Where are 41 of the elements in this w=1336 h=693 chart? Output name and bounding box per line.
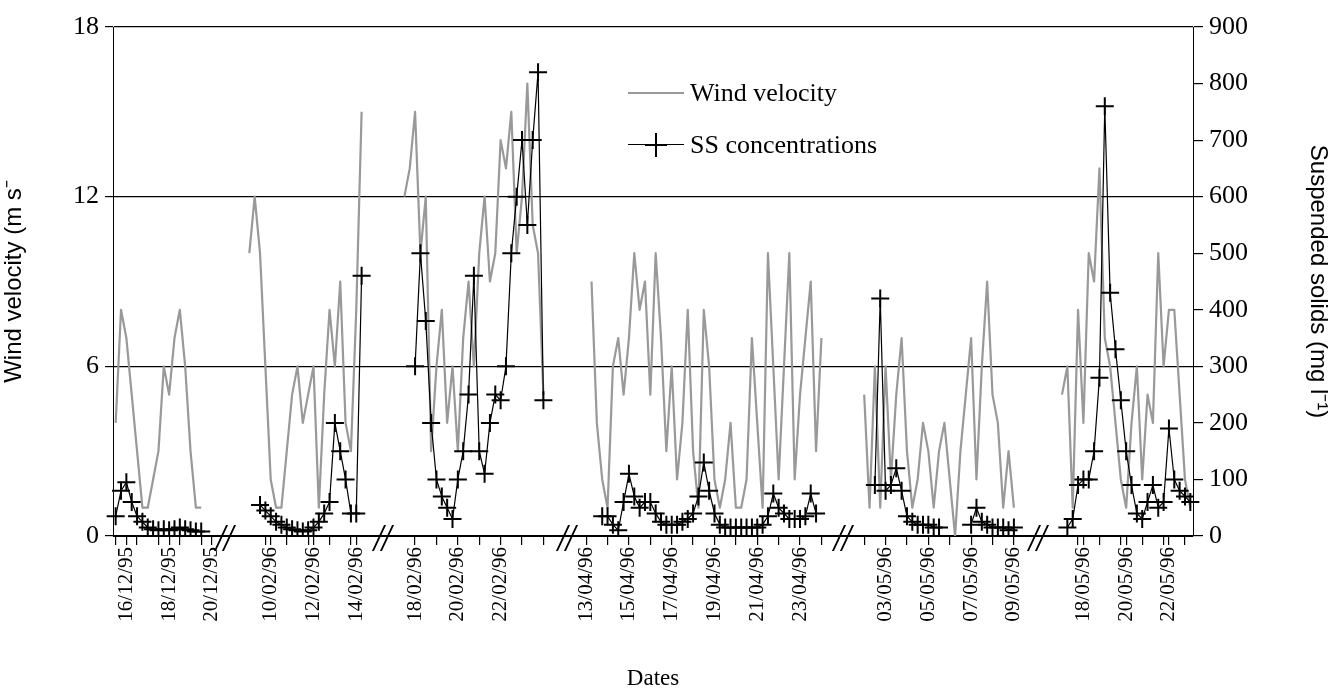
- x-tick-label: 16/12/95: [112, 547, 137, 622]
- y2-tick-label: 200: [1209, 406, 1248, 436]
- y-tick-label: 6: [86, 350, 99, 380]
- y2-tick-label: 400: [1209, 293, 1248, 323]
- y2-tick-label: 700: [1209, 123, 1248, 153]
- x-tick-label: 12/02/96: [300, 547, 325, 622]
- x-tick-label: 20/05/96: [1112, 547, 1137, 622]
- y2-tick-label: 500: [1209, 237, 1248, 267]
- x-tick-label: 03/05/96: [872, 547, 897, 622]
- x-tick-label: 19/04/96: [701, 547, 725, 622]
- y2-tick-label: 100: [1209, 463, 1248, 493]
- x-tick-label: 15/04/96: [615, 547, 640, 622]
- x-tick-label: 17/04/96: [658, 547, 683, 622]
- legend-label: SS concentrations: [690, 130, 878, 160]
- y2-tick-label: 600: [1209, 180, 1248, 210]
- x-tick-label: 20/02/96: [444, 547, 469, 622]
- x-tick-label: 05/05/96: [914, 547, 939, 622]
- y2-tick-label: 800: [1209, 67, 1248, 97]
- x-tick-label: 09/05/96: [1000, 547, 1025, 622]
- x-tick-label: 23/04/96: [786, 547, 811, 622]
- x-tick-label: 18/05/96: [1069, 547, 1094, 622]
- x-axis-title: Dates: [626, 665, 680, 691]
- x-tick-label: 14/02/96: [342, 547, 367, 622]
- x-tick-label: 18/12/95: [155, 547, 180, 622]
- y2-tick-label: 300: [1209, 350, 1248, 380]
- legend-label: Wind velocity: [690, 78, 837, 108]
- y2-axis-title: Suspended solids (mg l⁻¹): [1305, 144, 1333, 419]
- y2-tick-label: 900: [1209, 10, 1248, 40]
- x-tick-label: 21/04/96: [743, 547, 768, 622]
- x-tick-label: 22/02/96: [487, 547, 512, 622]
- y2-tick-label: 0: [1209, 519, 1222, 549]
- y-tick-label: 12: [73, 180, 99, 210]
- x-tick-label: 20/12/95: [198, 547, 223, 622]
- x-tick-label: 07/05/96: [957, 547, 982, 622]
- x-tick-label: 22/05/96: [1155, 547, 1180, 622]
- y-tick-label: 0: [86, 519, 99, 549]
- x-tick-label: 13/04/96: [572, 547, 597, 622]
- y-axis-title: Wind velocity (m s⁻: [0, 180, 27, 383]
- x-tick-label: 18/02/96: [401, 547, 426, 622]
- x-tick-label: 10/02/96: [257, 547, 282, 622]
- y-tick-label: 18: [73, 10, 99, 40]
